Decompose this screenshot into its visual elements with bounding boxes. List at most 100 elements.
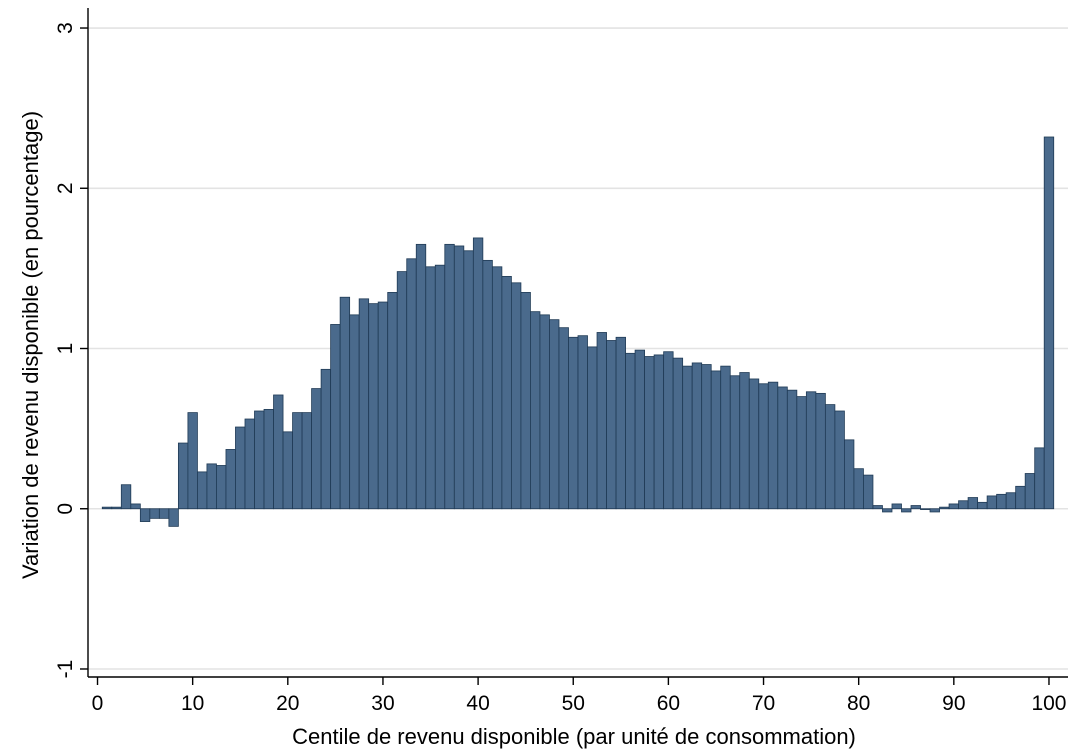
bar	[225, 449, 236, 510]
axes	[87, 8, 1068, 678]
bar	[691, 362, 703, 510]
bar	[282, 431, 293, 510]
y-tick-label: 0	[54, 503, 77, 515]
bar	[606, 340, 617, 510]
bar	[482, 259, 493, 510]
bar	[235, 426, 246, 510]
x-tick-label: 40	[466, 692, 489, 715]
bar	[644, 356, 655, 510]
x-tick-label: 70	[752, 692, 775, 715]
bar	[882, 508, 893, 513]
bar	[530, 311, 541, 510]
bar	[1034, 447, 1045, 510]
bar	[920, 508, 931, 510]
bar	[177, 442, 189, 510]
bar	[510, 282, 522, 510]
bar	[1005, 492, 1017, 510]
bar	[197, 471, 208, 510]
bar	[368, 303, 379, 510]
bar	[111, 506, 122, 510]
bar	[463, 250, 474, 510]
bar	[977, 501, 988, 510]
bar	[615, 336, 626, 510]
bar	[491, 266, 503, 510]
bar	[587, 346, 598, 510]
bar	[139, 508, 151, 522]
x-tick-label: 90	[942, 692, 965, 715]
bar	[406, 258, 417, 510]
bar	[996, 493, 1007, 510]
bar	[301, 412, 312, 510]
x-axis-ticks: 0 10 20 30 40 50 60 70 80 90 100	[92, 677, 1066, 715]
bar	[358, 298, 370, 510]
bar	[891, 503, 902, 510]
bar	[187, 412, 198, 510]
bar	[158, 508, 170, 519]
x-tick-label: 60	[657, 692, 680, 715]
bar	[520, 292, 531, 510]
bar	[120, 484, 132, 510]
bar	[434, 264, 446, 510]
bar	[292, 412, 303, 510]
bar	[805, 391, 817, 510]
bar	[910, 505, 921, 510]
y-axis-ticks: -1 0 1 2 3	[54, 22, 88, 678]
bar	[387, 292, 398, 510]
bar	[634, 349, 646, 510]
bar	[444, 243, 455, 510]
bar	[729, 375, 741, 510]
bar	[720, 365, 731, 510]
bar	[568, 336, 579, 510]
y-tick-label: 3	[54, 22, 77, 34]
bar	[739, 372, 750, 510]
bar	[872, 505, 883, 510]
bar	[863, 474, 874, 510]
bar	[339, 296, 351, 510]
bar	[254, 410, 265, 510]
bar	[672, 357, 684, 510]
bar	[453, 245, 465, 510]
bar	[948, 503, 959, 510]
bar	[701, 364, 712, 510]
bar	[377, 301, 389, 510]
bar	[596, 332, 607, 510]
bar	[967, 497, 979, 510]
bar	[472, 237, 484, 510]
bar	[244, 418, 255, 510]
bar	[396, 271, 408, 510]
bar	[320, 368, 332, 510]
bar	[653, 354, 665, 510]
x-axis-title: Centile de revenu disponible (par unité …	[292, 724, 856, 749]
bar	[824, 404, 836, 510]
y-tick-label: -1	[54, 660, 77, 679]
bar	[901, 508, 912, 513]
bar	[663, 351, 674, 510]
y-tick-label: 2	[54, 182, 77, 194]
bar	[796, 396, 807, 510]
bar	[539, 314, 550, 510]
bar	[263, 408, 274, 510]
bar	[939, 506, 950, 510]
bar	[130, 503, 141, 510]
bar	[815, 392, 826, 510]
bar	[710, 370, 722, 510]
bars	[101, 136, 1055, 527]
bar	[206, 463, 217, 510]
x-tick-label: 0	[92, 692, 104, 715]
bar	[758, 383, 769, 510]
bar	[958, 500, 969, 510]
bar	[273, 394, 284, 510]
bar	[311, 388, 322, 510]
bar	[149, 508, 160, 519]
bar	[577, 335, 588, 510]
bar	[101, 506, 113, 510]
bar	[786, 389, 798, 510]
bar	[1024, 473, 1036, 510]
x-tick-label: 100	[1031, 692, 1066, 715]
bar	[1043, 136, 1055, 510]
bar	[168, 508, 179, 527]
bar	[330, 324, 341, 510]
x-tick-label: 20	[276, 692, 299, 715]
bar	[682, 365, 693, 510]
